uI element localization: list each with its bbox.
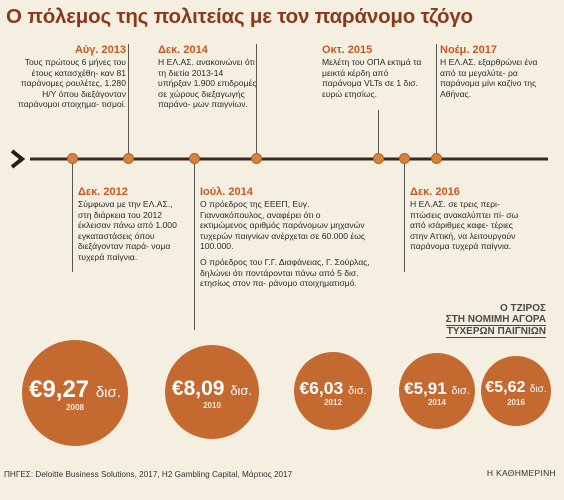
event-date: Νοέμ. 2017 [440, 44, 497, 56]
turnover-title-line2: ΣΤΗ ΝΟΜΙΜΗ ΑΓΟΡΑ [445, 314, 546, 326]
turnover-bubble: €9,27 δισ. 2008 [22, 340, 128, 446]
turnover-year: 2012 [324, 398, 342, 408]
turnover-amount-value: €9,27 [29, 375, 90, 403]
turnover-amount-unit: δισ. [230, 382, 253, 398]
timeline-dot [431, 153, 442, 164]
stem-oct-2015 [378, 110, 379, 154]
turnover-year: 2010 [203, 400, 221, 410]
stem-aug-2013 [128, 44, 129, 154]
event-aug-2013: Αύγ. 2013 Τους πρώτους 6 μήνες του έτους… [12, 44, 126, 110]
event-text: Τους πρώτους 6 μήνες του έτους κατασχέθη… [17, 57, 126, 110]
turnover-amount-unit: δισ. [348, 385, 367, 398]
turnover-year: 2014 [428, 398, 446, 408]
timeline-dot [373, 153, 384, 164]
event-text: Σύμφωνα με την ΕΛ.ΑΣ., στη διάρκεια του … [78, 199, 177, 262]
turnover-amount-unit: δισ. [451, 384, 470, 397]
turnover-amount: €5,62 δισ. [481, 379, 551, 397]
turnover-bubble: €5,91 δισ. 2014 [399, 353, 475, 429]
stem-jul-2014 [194, 160, 195, 330]
event-nov-2017: Νοέμ. 2017 Η ΕΛ.ΑΣ. εξαρθρώνει ένα από τ… [440, 44, 540, 99]
turnover-title-line1: Ο ΤΖΙΡΟΣ [499, 303, 546, 314]
event-text: Μελέτη του ΟΠΑ εκτιμά τα μεικτά κέρδη απ… [322, 57, 422, 99]
turnover-amount: €5,91 δισ. [399, 379, 475, 399]
timeline-dot [123, 153, 134, 164]
event-date: Ιούλ. 2014 [200, 186, 253, 198]
stem-dec-2012 [72, 160, 73, 272]
publisher-brand: Η ΚΑΘΗΜΕΡΙΝΗ [486, 468, 556, 478]
turnover-title: Ο ΤΖΙΡΟΣ ΣΤΗ ΝΟΜΙΜΗ ΑΓΟΡΑ ΤΥΧΕΡΩΝ ΠΑΙΓΝΙ… [445, 303, 546, 338]
stem-dec-2014 [256, 44, 257, 154]
source-note: ΠΗΓΕΣ: Deloitte Business Solutions, 2017… [4, 470, 293, 479]
event-date: Δεκ. 2012 [78, 186, 128, 198]
timeline-axis [10, 149, 548, 169]
stem-nov-2017 [436, 44, 437, 154]
page-title: Ο πόλεμος της πολιτείας με τον παράνομο … [6, 5, 473, 28]
turnover-amount-value: €5,62 [485, 379, 526, 397]
stem-dec-2016 [404, 160, 405, 272]
event-oct-2015: Οκτ. 2015 Μελέτη του ΟΠΑ εκτιμά τα μεικτ… [322, 44, 422, 99]
event-text: Η ΕΛ.ΑΣ. εξαρθρώνει ένα από τα μεγαλύτε-… [440, 57, 538, 99]
timeline-dot [189, 153, 200, 164]
event-date: Οκτ. 2015 [322, 44, 373, 56]
turnover-bubble: €5,62 δισ. 2016 [481, 356, 551, 426]
timeline-dot [251, 153, 262, 164]
event-text-secondary: Ο πρόεδρος του Γ.Γ. Διαφάνειας, Γ. Σούρλ… [200, 256, 370, 289]
turnover-bubble: €8,09 δισ. 2010 [165, 345, 259, 439]
event-date: Δεκ. 2014 [158, 44, 208, 56]
event-dec-2016: Δεκ. 2016 Η ΕΛ.ΑΣ. σε τρεις περι- πτώσει… [410, 186, 520, 252]
timeline-arrow-icon [10, 149, 26, 169]
turnover-title-line3: ΤΥΧΕΡΩΝ ΠΑΙΓΝΙΩΝ [445, 326, 546, 338]
timeline-dot [399, 153, 410, 164]
turnover-amount: €9,27 δισ. [22, 376, 128, 404]
event-date: Αύγ. 2013 [74, 44, 126, 56]
turnover-amount: €6,03 δισ. [294, 378, 372, 399]
turnover-amount: €8,09 δισ. [165, 377, 259, 401]
turnover-amount-value: €8,09 [171, 376, 225, 400]
event-date: Δεκ. 2016 [410, 186, 460, 198]
turnover-amount-value: €5,91 [404, 378, 447, 398]
event-text: Η ΕΛ.ΑΣ. σε τρεις περι- πτώσεις ανακαλύπ… [410, 199, 519, 252]
turnover-amount-unit: δισ. [95, 383, 121, 401]
turnover-amount-unit: δισ. [529, 384, 547, 396]
event-jul-2014: Ιούλ. 2014 Ο πρόεδρος της ΕΕΕΠ, Ευγ. Για… [200, 186, 370, 289]
event-dec-2014: Δεκ. 2014 Η ΕΛ.ΑΣ. ανακοινώνει ότι τη δι… [158, 44, 258, 110]
timeline-dot [67, 153, 78, 164]
event-text: Ο πρόεδρος της ΕΕΕΠ, Ευγ. Γιαννακόπουλος… [200, 199, 366, 252]
turnover-bubble: €6,03 δισ. 2012 [294, 352, 372, 430]
turnover-amount-value: €6,03 [299, 378, 344, 399]
turnover-year: 2008 [66, 403, 84, 413]
event-text: Η ΕΛ.ΑΣ. ανακοινώνει ότι τη διετία 2013-… [158, 57, 257, 110]
event-dec-2012: Δεκ. 2012 Σύμφωνα με την ΕΛ.ΑΣ., στη διά… [78, 186, 186, 263]
turnover-year: 2016 [507, 397, 525, 407]
